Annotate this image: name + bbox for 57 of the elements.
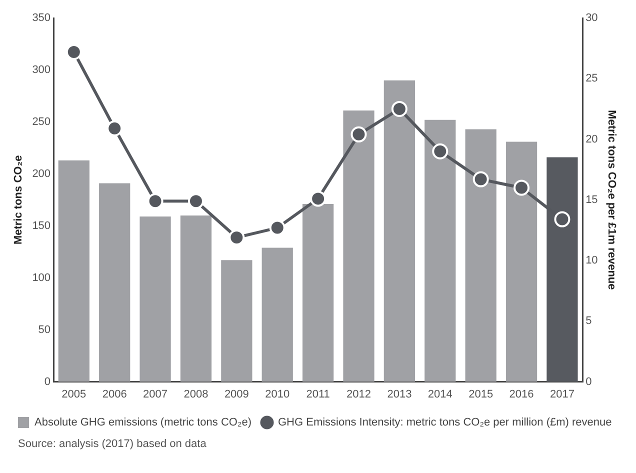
bar — [140, 216, 171, 382]
bar — [99, 183, 130, 382]
bar — [424, 120, 456, 382]
source-note: Source: analysis (2017) based on data — [18, 438, 208, 450]
point — [188, 193, 204, 210]
y2-tick-label: 15 — [586, 194, 598, 206]
bar — [58, 160, 90, 382]
point — [472, 171, 489, 188]
x-tick-label: 2015 — [468, 388, 494, 400]
y2-tick-label: 5 — [586, 315, 592, 328]
bar — [180, 215, 212, 382]
y-tick-label: 0 — [44, 376, 51, 388]
legend-label: GHG Emissions Intensity: metric tons CO₂e per million (£m) revenue — [278, 416, 612, 429]
point — [350, 126, 367, 142]
y2-tick-label: 10 — [586, 254, 598, 267]
x-tick-label: 2017 — [550, 388, 574, 400]
bar — [262, 248, 293, 382]
bar — [302, 204, 334, 382]
point — [391, 100, 408, 117]
y2-tick-label: 20 — [586, 133, 598, 146]
x-tick-label: 2009 — [224, 388, 249, 400]
x-tick-label: 2016 — [509, 388, 534, 400]
x-tick-label: 2008 — [184, 388, 208, 400]
point — [269, 220, 286, 236]
bar — [506, 142, 538, 382]
point — [147, 193, 164, 210]
y-tick-label: 50 — [38, 324, 51, 336]
y-tick-label: 250 — [32, 116, 51, 128]
y-tick-label: 350 — [32, 12, 51, 24]
y-axis-title: Metric tons CO₂e — [12, 155, 25, 245]
point — [106, 120, 123, 136]
point — [554, 211, 570, 228]
y2-axis-title: Metric tons CO₂e per £1m revenue — [605, 110, 618, 290]
x-tick-label: 2012 — [346, 388, 371, 400]
bar — [343, 110, 374, 382]
point — [228, 229, 245, 246]
y-tick-label: 100 — [32, 272, 51, 284]
x-tick-label: 2005 — [62, 388, 86, 400]
legend-label: Absolute GHG emissions (metric tons CO₂e) — [34, 416, 252, 429]
y-tick-label: 150 — [32, 220, 51, 232]
x-tick-label: 2007 — [143, 388, 168, 400]
y2-tick-label: 25 — [586, 72, 598, 85]
y2-tick-label: 0 — [586, 376, 592, 388]
y-tick-label: 300 — [32, 64, 51, 76]
bar — [384, 80, 416, 382]
point — [310, 190, 326, 207]
x-tick-label: 2011 — [306, 388, 330, 400]
y2-tick-label: 30 — [586, 12, 598, 24]
x-tick-label: 2006 — [102, 388, 127, 400]
bar — [221, 260, 252, 382]
x-tick-label: 2014 — [428, 388, 452, 400]
point — [514, 180, 530, 196]
x-tick-label: 2010 — [265, 388, 290, 400]
bar — [465, 129, 496, 382]
x-tick-label: 2013 — [387, 388, 412, 400]
y-tick-label: 200 — [32, 168, 51, 180]
point — [432, 143, 448, 160]
